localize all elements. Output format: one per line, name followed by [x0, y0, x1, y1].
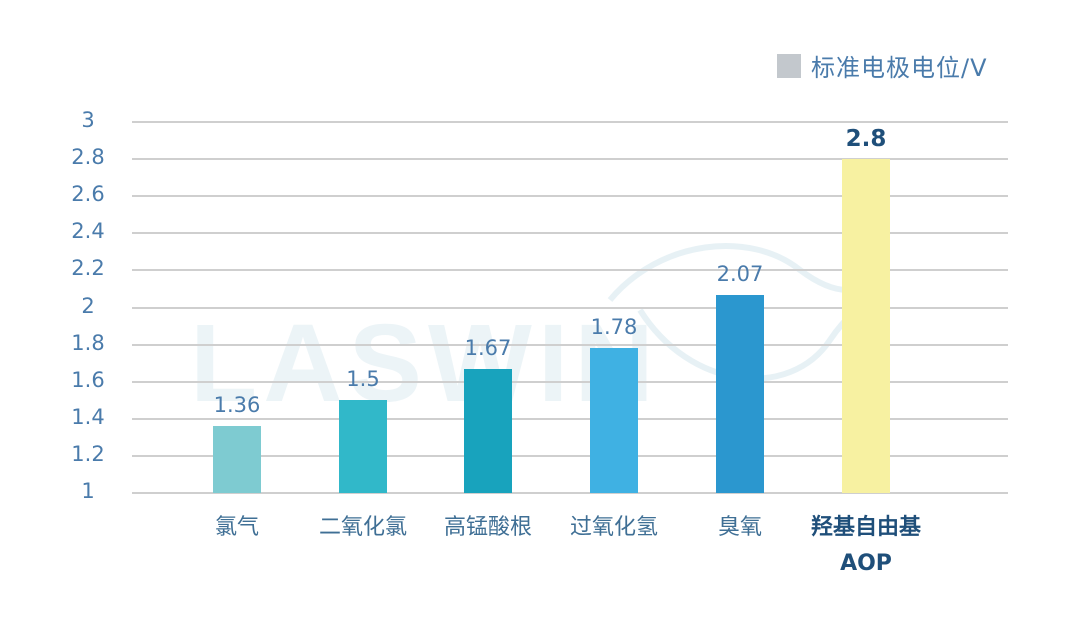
x-label-line2: AOP [840, 551, 892, 576]
y-tick-label: 2.2 [71, 256, 105, 281]
y-tick-label: 1.6 [71, 367, 105, 392]
bar [213, 426, 261, 493]
x-category-label: 氯气 [167, 510, 307, 546]
y-tick-label: 2.4 [71, 219, 105, 244]
x-label-line1: 氯气 [214, 515, 259, 540]
x-label-line1: 臭氧 [717, 515, 762, 540]
bar [716, 294, 764, 493]
gridline [132, 269, 1008, 272]
y-tick-label: 1 [81, 479, 95, 503]
y-tick-label: 2.8 [71, 145, 105, 170]
y-tick-label: 1.4 [71, 404, 105, 429]
gridline [132, 232, 1008, 235]
y-tick-label: 3 [81, 108, 95, 132]
bar-value-label: 1.78 [590, 315, 638, 340]
bar [339, 400, 387, 493]
y-tick-label: 1.2 [71, 441, 105, 466]
gridline [132, 343, 1008, 346]
x-category-label: 二氧化氯 [293, 510, 433, 546]
x-label-line1: 过氧化氢 [569, 515, 658, 540]
bar-value-label: 1.36 [213, 393, 261, 418]
gridline [132, 195, 1008, 198]
x-category-label: 臭氧 [670, 510, 810, 546]
y-tick-label: 2.6 [71, 182, 105, 207]
bar-value-label: 2.8 [845, 126, 887, 153]
legend-label: 标准电极电位/V [811, 54, 988, 82]
gridline [132, 454, 1008, 457]
bar-value-label: 1.5 [346, 367, 380, 392]
bar [842, 159, 890, 493]
legend: 标准电极电位/V [777, 48, 988, 83]
x-category-label: 过氧化氢 [544, 510, 684, 546]
x-category-label: 羟基自由基 AOP [796, 510, 936, 582]
x-label-line1: 高锰酸根 [443, 515, 532, 540]
gridline [132, 306, 1008, 309]
bar-value-label: 2.07 [716, 261, 764, 286]
gridline [132, 380, 1008, 383]
gridline [132, 158, 1008, 161]
y-tick-label: 1.8 [71, 330, 105, 355]
x-label-line1: 羟基自由基 [810, 515, 921, 540]
x-label-line1: 二氧化氯 [318, 515, 407, 540]
legend-swatch [777, 53, 801, 78]
bar-value-label: 1.67 [464, 335, 512, 360]
x-category-label: 高锰酸根 [418, 510, 558, 546]
bar [464, 368, 512, 493]
gridline [132, 492, 1008, 494]
bar [590, 348, 638, 493]
watermark-text: LASWIN [190, 302, 660, 425]
gridline [132, 121, 1008, 123]
y-tick-label: 2 [81, 293, 95, 318]
gridline [132, 417, 1008, 420]
